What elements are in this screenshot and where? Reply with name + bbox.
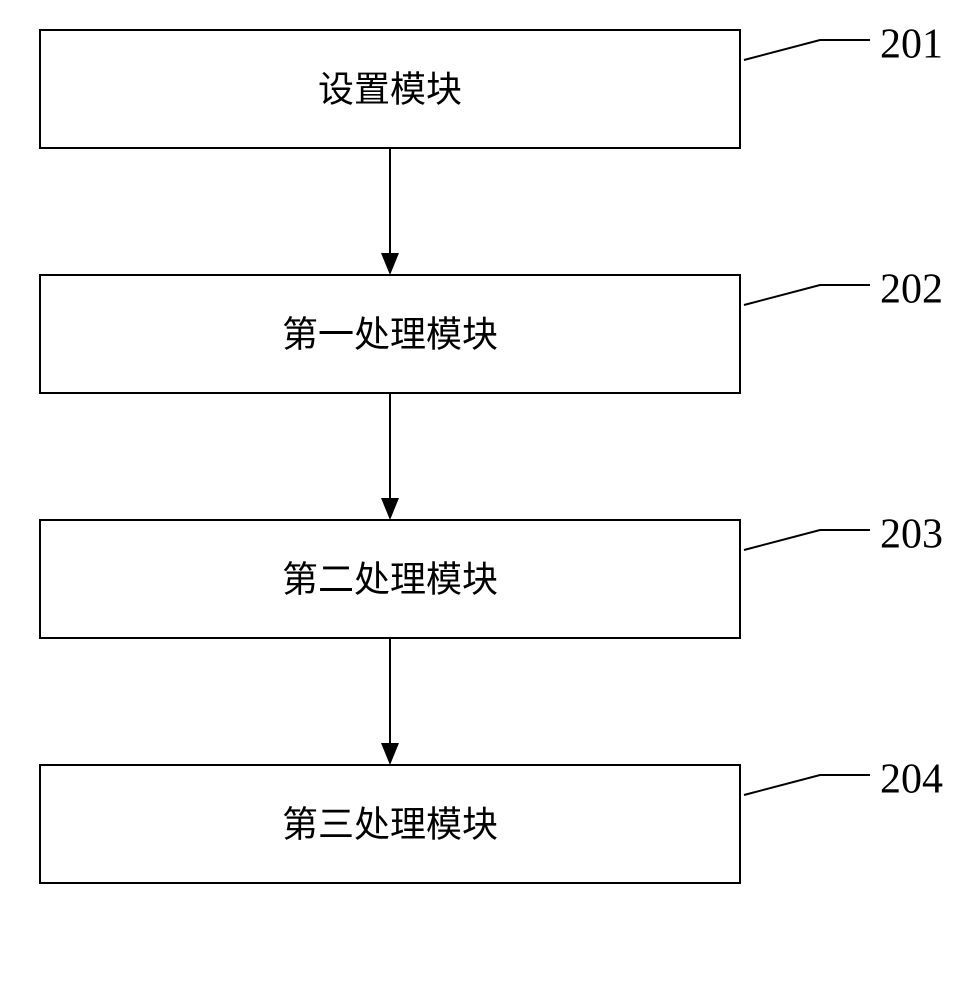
lead-line bbox=[744, 775, 870, 795]
lead-line bbox=[744, 530, 870, 550]
arrowhead-icon bbox=[381, 253, 399, 275]
node-number: 204 bbox=[880, 757, 943, 803]
flowchart-canvas: 设置模块第一处理模块第二处理模块第三处理模块 201 202 203 204 bbox=[0, 0, 965, 1000]
lead-line bbox=[744, 285, 870, 305]
node-number: 203 bbox=[880, 512, 943, 558]
arrowhead-icon bbox=[381, 498, 399, 520]
flow-node-label: 第一处理模块 bbox=[282, 314, 498, 354]
arrowhead-icon bbox=[381, 743, 399, 765]
lead-line bbox=[744, 40, 870, 60]
flow-node-label: 设置模块 bbox=[318, 69, 462, 109]
node-number: 202 bbox=[880, 267, 943, 313]
flow-node-label: 第二处理模块 bbox=[282, 559, 498, 599]
flow-node-label: 第三处理模块 bbox=[282, 804, 498, 844]
node-number: 201 bbox=[880, 22, 943, 68]
